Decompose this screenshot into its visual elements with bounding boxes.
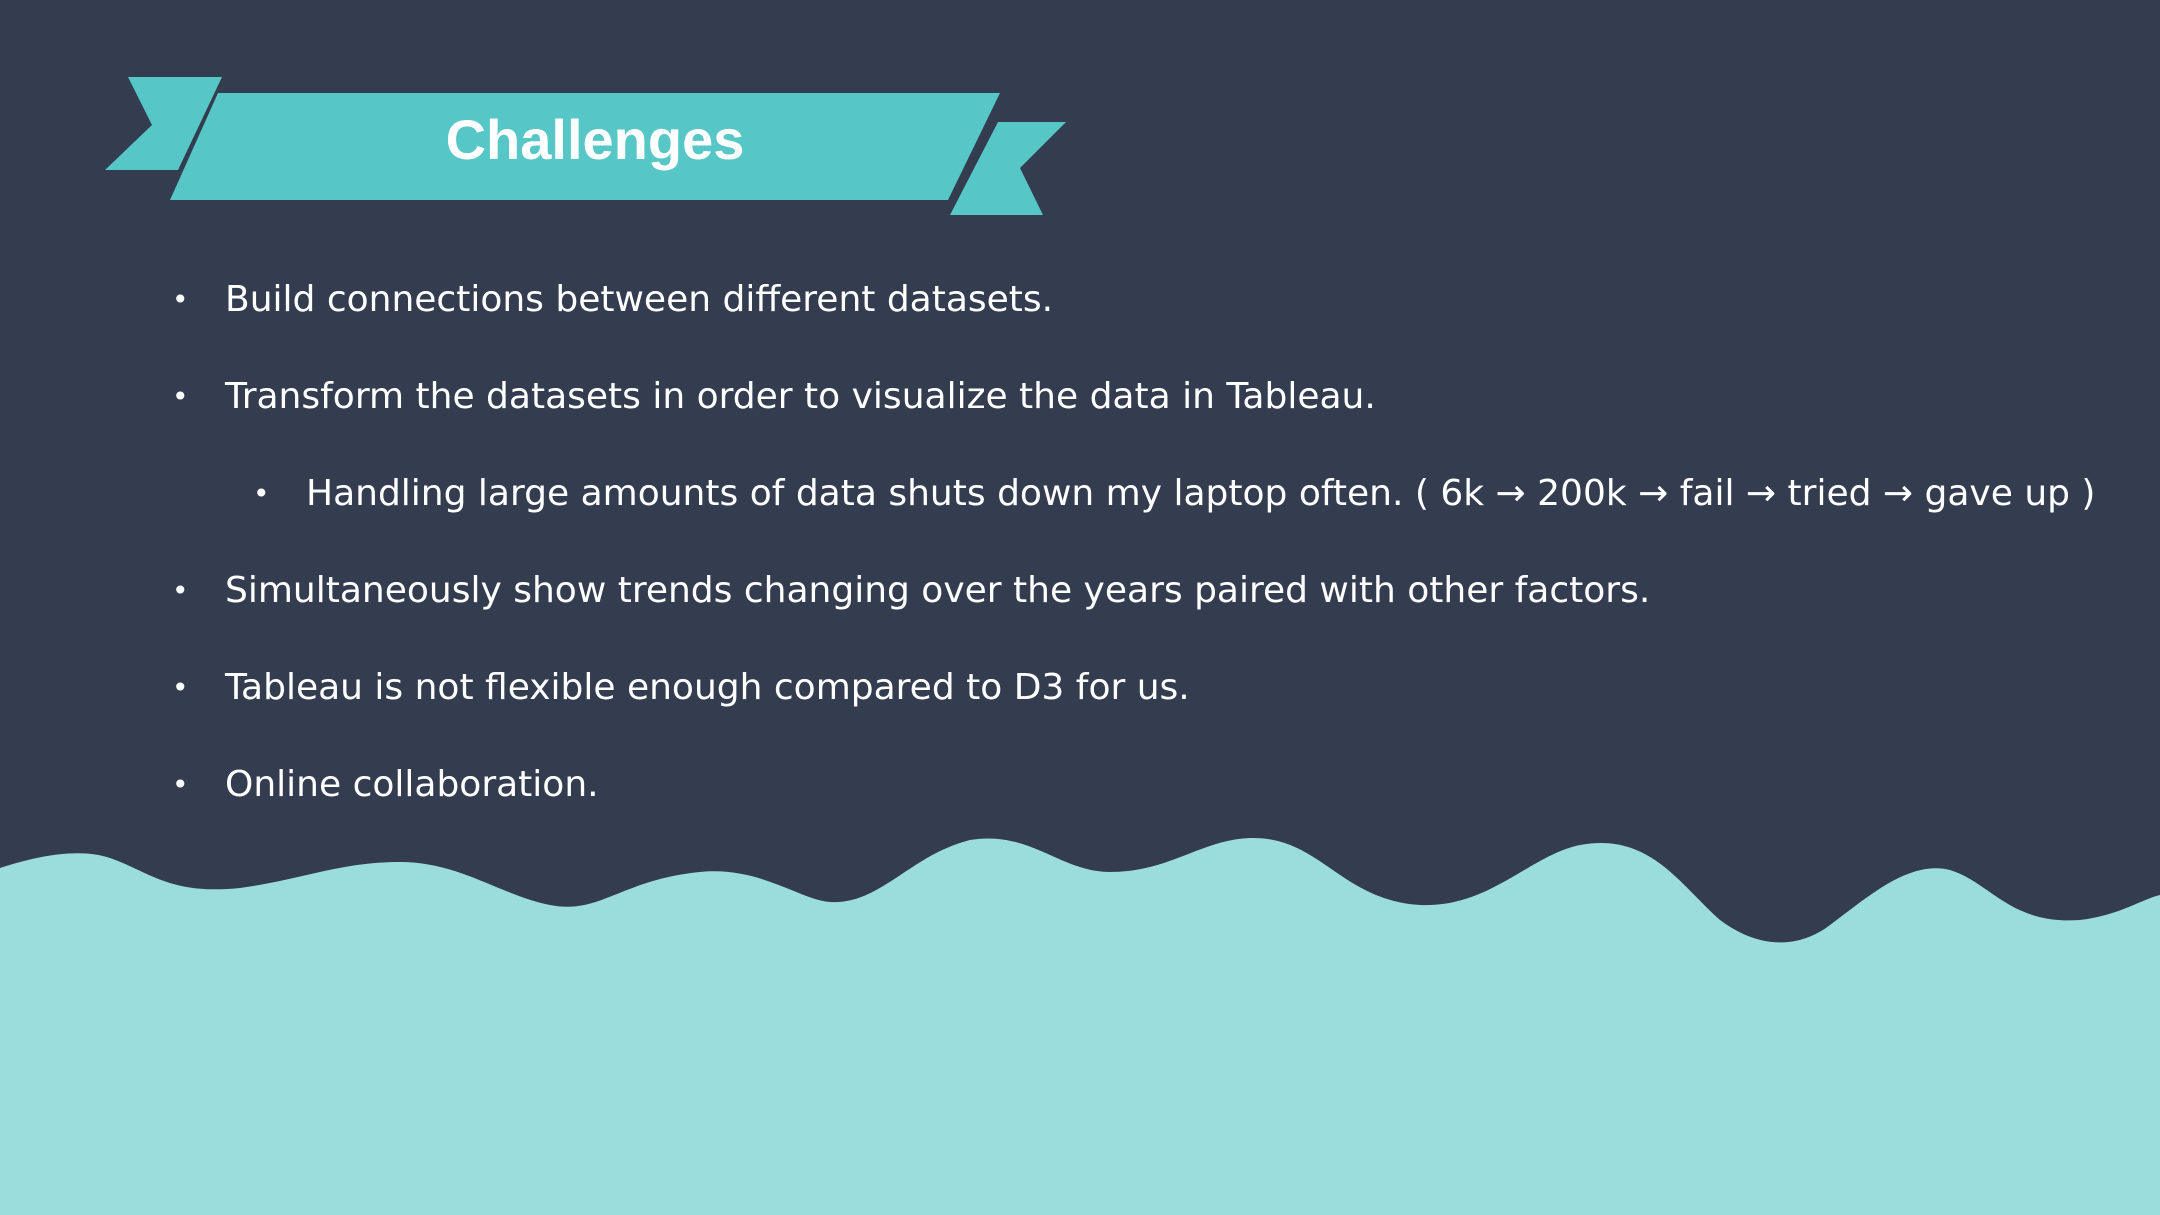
- bullet-marker: •: [172, 671, 189, 704]
- slide-title: Challenges: [445, 108, 745, 171]
- sub-bullet-item: Handling large amounts of data shuts dow…: [306, 473, 2096, 514]
- bullet-marker: •: [253, 477, 270, 510]
- bullet-marker: •: [172, 574, 189, 607]
- ribbon-left-tail: [105, 77, 222, 170]
- bullet-item: Online collaboration.: [225, 764, 599, 805]
- bullet-list: • Build connections between different da…: [172, 279, 2096, 805]
- bullet-item: Build connections between different data…: [225, 279, 1054, 320]
- bullet-marker: •: [172, 283, 189, 316]
- bullet-item: Simultaneously show trends changing over…: [225, 570, 1651, 611]
- bullet-item: Transform the datasets in order to visua…: [225, 376, 1376, 417]
- bullet-marker: •: [172, 380, 189, 413]
- bullet-item: Tableau is not flexible enough compared …: [225, 667, 1190, 708]
- title-ribbon: [170, 93, 1000, 200]
- ribbon-right-tail: [950, 122, 1066, 215]
- bullet-marker: •: [172, 768, 189, 801]
- wave-shape: [0, 837, 2160, 1215]
